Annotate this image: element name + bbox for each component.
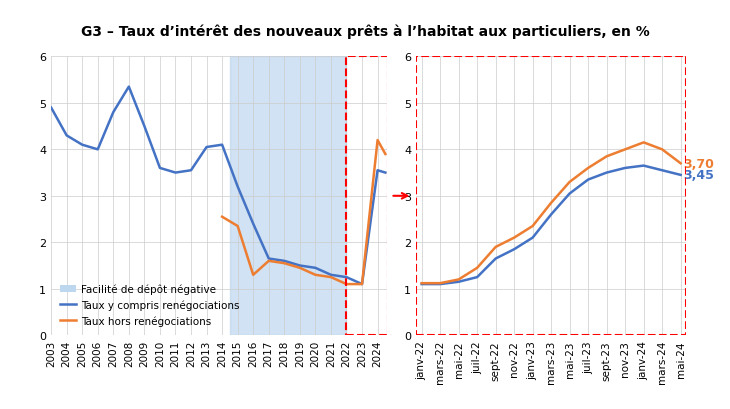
Text: 3,70: 3,70: [683, 157, 714, 171]
Text: 3,45: 3,45: [683, 169, 714, 182]
Legend: Facilité de dépôt négative, Taux y compris renégociations, Taux hors renégociati: Facilité de dépôt négative, Taux y compr…: [56, 280, 244, 330]
Bar: [230, 57, 347, 335]
Text: G3 – Taux d’intérêt des nouveaux prêts à l’habitat aux particuliers, en %: G3 – Taux d’intérêt des nouveaux prêts à…: [80, 25, 650, 39]
